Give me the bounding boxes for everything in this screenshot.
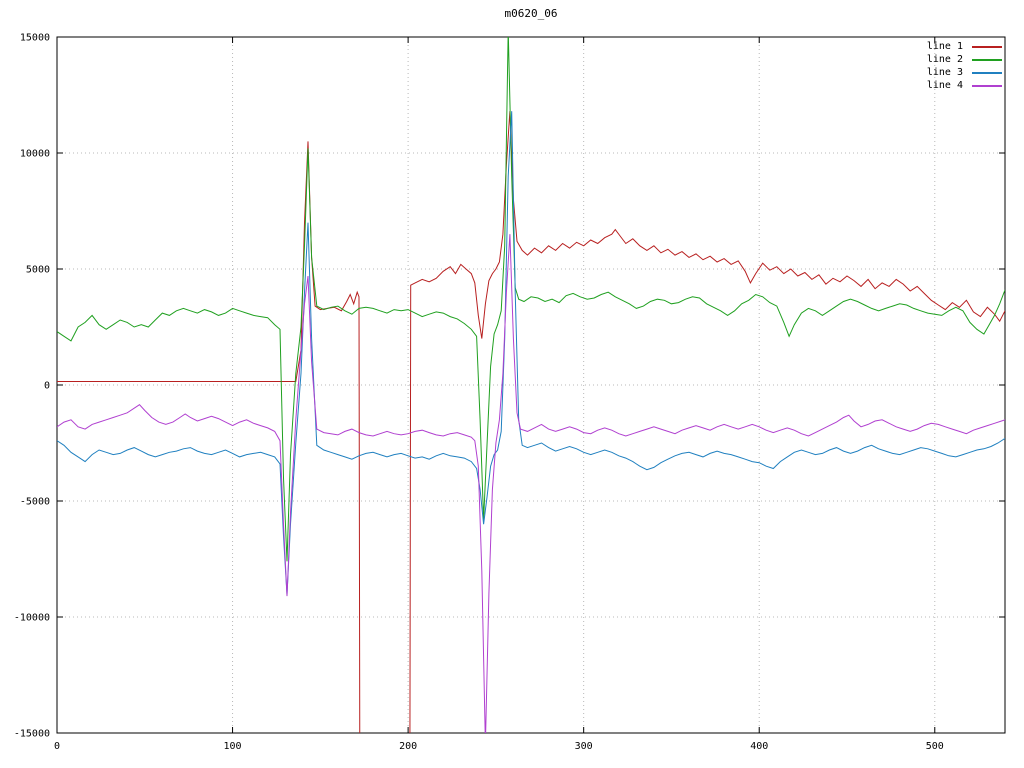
legend-entry-2: line 2 xyxy=(927,53,1002,66)
y-tick-label: -5000 xyxy=(20,497,50,508)
y-tick-label: -15000 xyxy=(14,729,50,740)
series-line-2 xyxy=(57,37,1005,562)
series-line-3 xyxy=(57,111,1005,596)
x-tick-label: 300 xyxy=(575,741,593,752)
legend-line-sample xyxy=(972,84,1002,87)
legend-label: line 3 xyxy=(926,67,963,78)
plot-border xyxy=(56,36,1006,734)
x-tick-label: 0 xyxy=(54,741,60,752)
series-group xyxy=(57,37,1005,733)
legend: line 1 line 2 line 3 line 4 xyxy=(927,40,1002,92)
legend-label: line 2 xyxy=(926,54,963,65)
legend-entry-1: line 1 xyxy=(927,40,1002,53)
legend-line-sample xyxy=(972,71,1002,74)
series-line-4 xyxy=(57,234,1005,733)
legend-label: line 4 xyxy=(926,80,963,91)
x-tick-label: 200 xyxy=(399,741,417,752)
y-tick-label: 10000 xyxy=(20,149,50,160)
y-tick-label: 5000 xyxy=(26,265,50,276)
legend-label: line 1 xyxy=(926,41,963,52)
x-tick-label: 400 xyxy=(750,741,768,752)
series-line-1 xyxy=(57,111,1005,733)
y-tick-label: 15000 xyxy=(20,33,50,44)
legend-line-sample xyxy=(972,58,1002,61)
y-tick-label: 0 xyxy=(44,381,50,392)
legend-entry-4: line 4 xyxy=(927,79,1002,92)
legend-entry-3: line 3 xyxy=(927,66,1002,79)
legend-line-sample xyxy=(972,45,1002,48)
y-tick-label: -10000 xyxy=(14,613,50,624)
x-tick-label: 500 xyxy=(926,741,944,752)
x-tick-label: 100 xyxy=(224,741,242,752)
chart-title: m0620_06 xyxy=(504,7,558,20)
